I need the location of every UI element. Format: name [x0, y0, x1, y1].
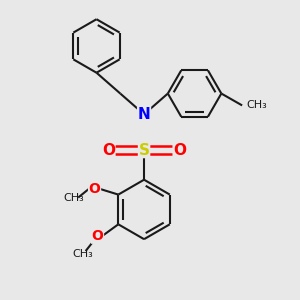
Text: N: N [138, 107, 150, 122]
Text: CH₃: CH₃ [247, 100, 267, 110]
Text: S: S [139, 142, 150, 158]
Text: O: O [88, 182, 101, 196]
Text: CH₃: CH₃ [72, 249, 93, 259]
Text: CH₃: CH₃ [63, 193, 84, 202]
Text: O: O [92, 229, 104, 243]
Text: O: O [102, 142, 115, 158]
Text: O: O [173, 142, 186, 158]
